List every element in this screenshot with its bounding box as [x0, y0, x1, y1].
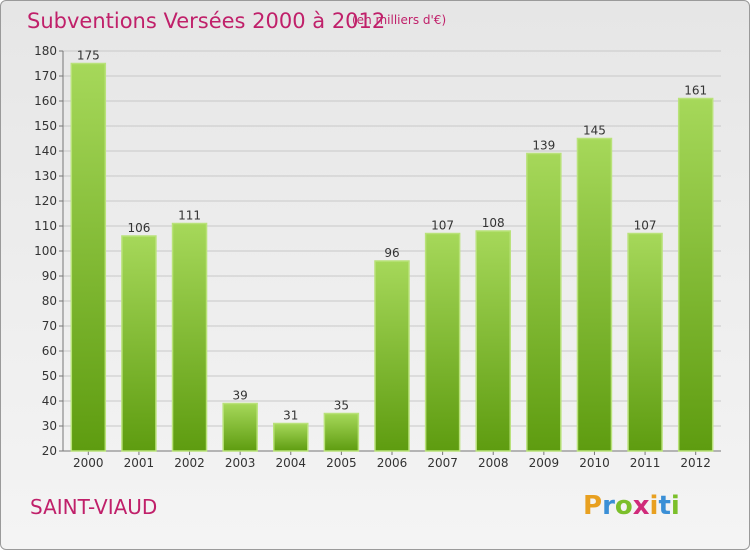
data-label-2006: 96: [384, 246, 399, 260]
y-tick-label: 30: [42, 419, 57, 433]
y-tick-label: 150: [34, 119, 57, 133]
y-tick-label: 90: [42, 269, 57, 283]
logo-letter: P: [583, 491, 603, 521]
data-label-2000: 175: [77, 49, 100, 63]
bar-2001[interactable]: [121, 235, 157, 452]
commune-name: SAINT-VIAUD: [30, 495, 158, 519]
y-tick-label: 120: [34, 194, 57, 208]
x-tick-label-2000: 2000: [73, 456, 104, 470]
bar-2011[interactable]: [627, 232, 663, 452]
bar-2009[interactable]: [526, 152, 562, 452]
bar-2002[interactable]: [171, 222, 208, 452]
y-tick-label: 60: [42, 344, 57, 358]
bar-2007[interactable]: [424, 232, 461, 452]
y-tick-label: 170: [34, 69, 57, 83]
logo-letter: o: [614, 491, 633, 521]
x-tick-label-2006: 2006: [377, 456, 408, 470]
y-tick-label: 100: [34, 244, 57, 258]
bar-2008[interactable]: [475, 230, 511, 452]
data-label-2012: 161: [684, 84, 707, 98]
x-tick-label-2005: 2005: [326, 456, 357, 470]
data-label-2003: 39: [233, 389, 248, 403]
x-tick-label-2003: 2003: [225, 456, 256, 470]
bar-2006[interactable]: [374, 260, 410, 452]
y-tick-label: 40: [42, 394, 57, 408]
x-tick-label-2001: 2001: [124, 456, 155, 470]
data-label-2007: 107: [431, 219, 454, 233]
bar-2010[interactable]: [576, 137, 613, 452]
x-tick-label-2002: 2002: [174, 456, 205, 470]
y-tick-label: 130: [34, 169, 57, 183]
logo-letter: x: [632, 491, 650, 521]
bars: [70, 62, 714, 452]
chart-subtitle: (en milliers d'€): [352, 13, 447, 27]
y-tick-label: 80: [42, 294, 57, 308]
logo-letter: t: [658, 491, 671, 521]
y-tick-label: 160: [34, 94, 57, 108]
y-tick-label: 140: [34, 144, 57, 158]
proxiti-logo[interactable]: Proxiti: [583, 491, 680, 521]
y-tick-label: 50: [42, 369, 57, 383]
x-tick-label-2009: 2009: [529, 456, 560, 470]
x-tick-label-2011: 2011: [630, 456, 661, 470]
bar-2012[interactable]: [677, 97, 714, 452]
bar-2005[interactable]: [323, 412, 360, 452]
y-tick-label: 70: [42, 319, 57, 333]
bar-2000[interactable]: [70, 62, 107, 452]
bar-2003[interactable]: [222, 402, 258, 452]
bar-2004[interactable]: [273, 422, 309, 452]
y-tick-label: 180: [34, 44, 57, 58]
y-tick-label: 20: [42, 444, 57, 458]
x-tick-label-2010: 2010: [579, 456, 610, 470]
data-label-2011: 107: [634, 219, 657, 233]
x-tick-label-2008: 2008: [478, 456, 509, 470]
chart-title: Subventions Versées 2000 à 2012: [27, 9, 386, 33]
x-tick-label-2004: 2004: [275, 456, 306, 470]
data-label-2004: 31: [283, 409, 298, 423]
data-label-2008: 108: [482, 216, 505, 230]
logo-letter: r: [602, 491, 615, 521]
data-label-2009: 139: [532, 139, 555, 153]
logo-letter: i: [670, 491, 680, 521]
x-tick-label-2012: 2012: [680, 456, 711, 470]
data-label-2005: 35: [334, 399, 349, 413]
x-tick-label-2007: 2007: [427, 456, 458, 470]
data-label-2010: 145: [583, 124, 606, 138]
data-labels: 175 106 111 39 31 35 96 107 108 139 145 107 161: [77, 49, 707, 423]
data-label-2001: 106: [127, 221, 150, 235]
y-tick-label: 110: [34, 219, 57, 233]
data-label-2002: 111: [178, 209, 201, 223]
logo-letter: i: [649, 491, 659, 521]
